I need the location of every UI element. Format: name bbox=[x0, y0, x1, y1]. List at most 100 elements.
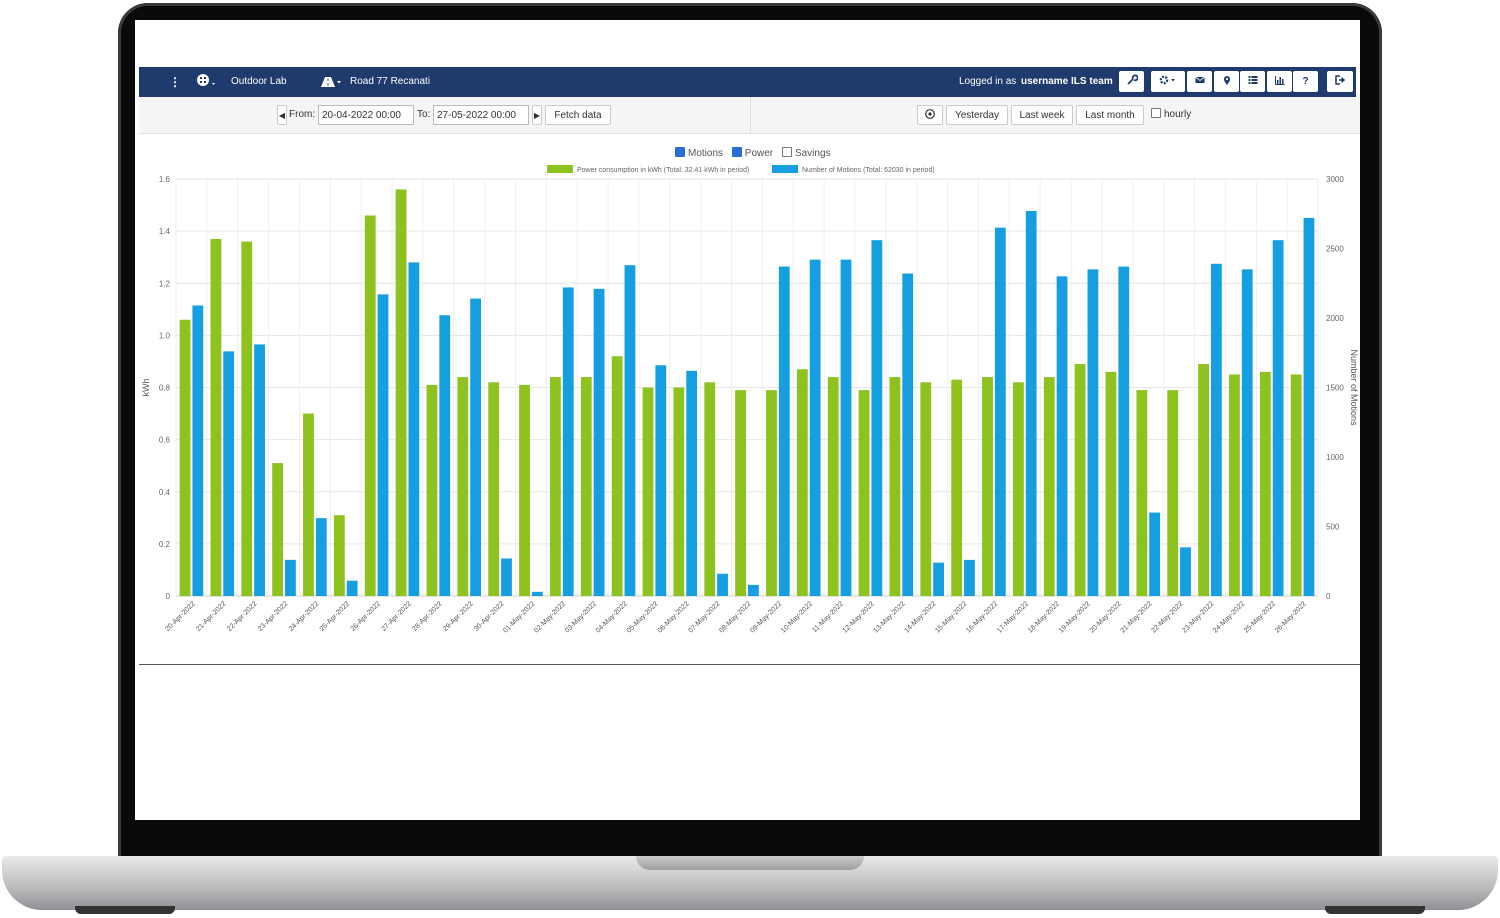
bar-motions bbox=[717, 573, 728, 596]
bar-power bbox=[1074, 364, 1086, 596]
bar-power bbox=[1136, 390, 1148, 596]
bar-power bbox=[426, 384, 438, 596]
x-tick-label: 12-May-2022 bbox=[842, 600, 876, 634]
savings-checkbox[interactable] bbox=[781, 147, 792, 157]
hourly-checkbox[interactable]: hourly bbox=[1151, 105, 1191, 125]
x-tick-label: 15-May-2022 bbox=[934, 600, 968, 634]
x-tick-label: 25-May-2022 bbox=[1243, 600, 1277, 634]
bar-motions bbox=[1241, 269, 1253, 596]
target-icon[interactable] bbox=[917, 105, 943, 125]
bar-power bbox=[333, 515, 345, 596]
fetch-data-button[interactable]: Fetch data bbox=[545, 105, 611, 125]
x-tick-label: 02-May-2022 bbox=[533, 600, 567, 634]
bar-motions bbox=[470, 298, 482, 596]
bar-motions bbox=[840, 259, 852, 596]
y2-tick-label: 2000 bbox=[1326, 314, 1344, 323]
x-tick-label: 21-Apr-2022 bbox=[195, 600, 228, 633]
app-screen: ⋮ Outdoor Lab Road 77 Recanati Logged in… bbox=[135, 20, 1360, 820]
bar-motions bbox=[624, 265, 636, 596]
road-icon[interactable] bbox=[319, 67, 345, 97]
x-tick-label: 01-May-2022 bbox=[502, 600, 536, 634]
y-tick-label: 1.0 bbox=[159, 331, 171, 340]
to-date-input[interactable]: 27-05-2022 00:00 bbox=[433, 105, 529, 125]
y2-tick-label: 0 bbox=[1326, 592, 1331, 601]
bar-power bbox=[1043, 377, 1055, 596]
yesterday-button[interactable]: Yesterday bbox=[946, 105, 1008, 125]
last-month-button[interactable]: Last month bbox=[1076, 105, 1144, 125]
last-week-button[interactable]: Last week bbox=[1011, 105, 1073, 125]
legend-swatch-motions bbox=[772, 165, 798, 173]
power-checkbox[interactable] bbox=[731, 147, 742, 157]
y-tick-label: 0.4 bbox=[159, 488, 171, 497]
x-tick-label: 19-May-2022 bbox=[1058, 600, 1092, 634]
savings-toggle[interactable]: Savings bbox=[781, 147, 831, 159]
bar-motions bbox=[562, 287, 574, 596]
bar-power bbox=[179, 319, 191, 596]
bar-motions bbox=[778, 266, 790, 596]
bar-power bbox=[1259, 371, 1271, 596]
bar-power bbox=[920, 382, 932, 596]
to-label: To: bbox=[417, 109, 431, 120]
bar-power bbox=[303, 413, 314, 596]
bar-power bbox=[519, 384, 530, 596]
bar-motions bbox=[994, 227, 1006, 596]
logged-in-label: Logged in as bbox=[959, 76, 1017, 87]
y-axis-label: kWh bbox=[141, 379, 151, 397]
x-tick-label: 26-May-2022 bbox=[1274, 600, 1308, 634]
bar-power bbox=[241, 241, 253, 597]
bar-motions bbox=[501, 558, 512, 596]
top-navbar: ⋮ Outdoor Lab Road 77 Recanati Logged in… bbox=[139, 67, 1356, 97]
bar-motions bbox=[1210, 263, 1222, 596]
y2-tick-label: 3000 bbox=[1326, 175, 1344, 184]
bar-power bbox=[1105, 371, 1117, 596]
bar-power bbox=[395, 189, 407, 597]
x-tick-label: 29-Apr-2022 bbox=[442, 600, 475, 633]
x-tick-label: 05-May-2022 bbox=[626, 600, 660, 634]
building-icon[interactable] bbox=[195, 67, 217, 97]
list-icon[interactable] bbox=[1240, 71, 1265, 92]
y-tick-label: 0.8 bbox=[159, 384, 171, 393]
bar-motions bbox=[1303, 217, 1315, 597]
wrench-icon[interactable] bbox=[1119, 71, 1144, 92]
bar-power bbox=[550, 377, 561, 596]
logout-icon[interactable] bbox=[1327, 71, 1353, 92]
motions-toggle[interactable]: Motions bbox=[675, 147, 724, 159]
map-pin-icon[interactable] bbox=[1214, 71, 1239, 92]
bar-power bbox=[1198, 364, 1209, 596]
bar-motions bbox=[439, 315, 451, 596]
x-tick-label: 03-May-2022 bbox=[564, 600, 598, 634]
hourly-checkbox-box[interactable] bbox=[1151, 108, 1161, 118]
x-tick-label: 14-May-2022 bbox=[903, 600, 937, 634]
bar-power bbox=[735, 390, 746, 596]
help-icon[interactable]: ? bbox=[1293, 71, 1318, 92]
mail-icon[interactable] bbox=[1187, 71, 1212, 92]
bar-motions bbox=[315, 518, 327, 596]
bar-motions bbox=[377, 294, 389, 596]
x-tick-label: 25-Apr-2022 bbox=[319, 600, 352, 633]
x-tick-label: 04-May-2022 bbox=[595, 600, 629, 634]
bar-motions bbox=[933, 562, 944, 596]
x-tick-label: 10-May-2022 bbox=[780, 600, 814, 634]
username: username ILS team bbox=[1021, 76, 1113, 87]
x-tick-label: 07-May-2022 bbox=[687, 600, 721, 634]
x-tick-label: 30-Apr-2022 bbox=[473, 600, 506, 633]
x-tick-label: 09-May-2022 bbox=[749, 600, 783, 634]
y-tick-label: 1.6 bbox=[159, 175, 171, 184]
gear-icon[interactable] bbox=[1151, 71, 1185, 92]
power-toggle[interactable]: Power bbox=[731, 147, 773, 159]
bar-power bbox=[889, 377, 901, 596]
bar-power bbox=[272, 463, 284, 596]
bar-power bbox=[488, 382, 500, 596]
road-selector[interactable]: Road 77 Recanati bbox=[350, 76, 431, 87]
motions-toggle-label: Motions bbox=[688, 148, 724, 159]
location-selector[interactable]: Outdoor Lab bbox=[231, 76, 287, 87]
motions-checkbox[interactable] bbox=[675, 147, 685, 157]
bar-chart-icon[interactable] bbox=[1267, 71, 1292, 92]
bar-power bbox=[858, 390, 870, 596]
y-tick-label: 0.2 bbox=[159, 540, 171, 549]
next-period-button[interactable]: ▶ bbox=[532, 105, 542, 125]
prev-period-button[interactable]: ◀ bbox=[277, 105, 287, 125]
vertical-dots-icon[interactable]: ⋮ bbox=[169, 75, 181, 89]
hourly-label: hourly bbox=[1164, 109, 1192, 120]
from-date-input[interactable]: 20-04-2022 00:00 bbox=[318, 105, 414, 125]
